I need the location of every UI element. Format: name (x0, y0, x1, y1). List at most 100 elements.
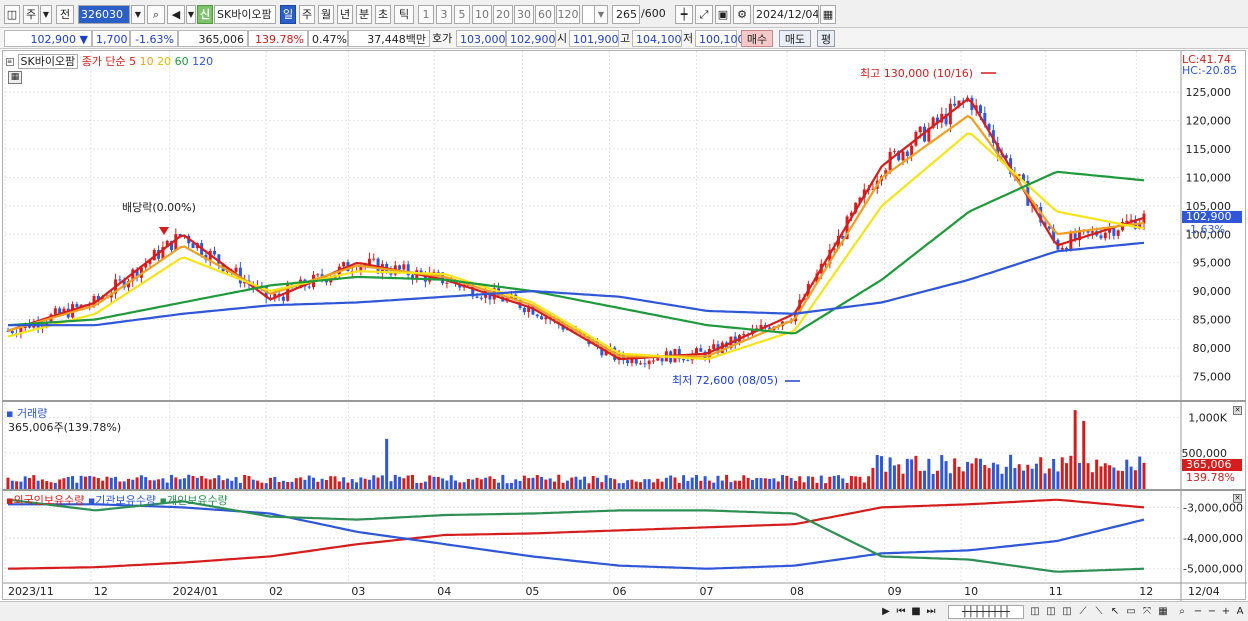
candle-body (639, 363, 643, 365)
layout-1-icon[interactable]: ◫ (1030, 606, 1040, 617)
holdings-panel-close-icon[interactable]: ✕ (1233, 494, 1242, 503)
volume-bar (109, 477, 113, 489)
grid-icon[interactable]: ▦ (1158, 606, 1168, 617)
interval-60[interactable]: 60 (535, 5, 555, 24)
volume-bar (1052, 458, 1056, 489)
interval-5[interactable]: 5 (454, 5, 470, 24)
stock-code-dropdown-icon[interactable]: ▼ (131, 5, 145, 24)
high-annotation: 최고 130,000 (10/16) (860, 67, 974, 80)
interval-20[interactable]: 20 (493, 5, 513, 24)
forward-icon[interactable]: ⏭ (926, 606, 936, 617)
speaker-icon[interactable]: ◀ (167, 5, 185, 24)
fit-icon[interactable]: ⤧ (1143, 606, 1151, 617)
candle-body (213, 250, 217, 255)
volume-bar (966, 461, 970, 489)
zoom-in-icon[interactable]: + (1221, 606, 1231, 617)
volume-bar (376, 477, 380, 489)
count-total-label: /600 (641, 7, 666, 20)
cursor-icon[interactable]: ↖ (1110, 606, 1120, 617)
volume-bar (1112, 467, 1116, 489)
period-second[interactable]: 초 (375, 5, 391, 24)
zoom-icon[interactable]: ⌕ (1179, 606, 1185, 617)
interval-30[interactable]: 30 (514, 5, 534, 24)
volume-bar (789, 478, 793, 489)
volume-panel-close-icon[interactable]: ✕ (1233, 406, 1242, 415)
volume-bar (148, 480, 152, 489)
interval-1[interactable]: 1 (418, 5, 434, 24)
period-week[interactable]: 주 (299, 5, 315, 24)
legend-institution: 기관보유수량 (95, 494, 157, 507)
volume-bar (131, 479, 135, 489)
market-dropdown-icon[interactable]: ▼ (40, 5, 52, 24)
layout-2-icon[interactable]: ◫ (1046, 606, 1056, 617)
draw-line-icon[interactable]: ⟋ (1079, 606, 1087, 617)
volume-bar (690, 477, 694, 489)
period-month[interactable]: 월 (318, 5, 334, 24)
scroll-slider[interactable]: ┼┼┼┼┼┼┼┼ (948, 605, 1024, 619)
play-icon[interactable]: ▶ (882, 606, 890, 617)
table-view-icon[interactable]: ▦ (8, 71, 22, 84)
volume-bar (849, 475, 853, 489)
price-volume-divider[interactable] (2, 400, 1246, 402)
count-input[interactable]: 265 (612, 5, 640, 24)
candle-body (871, 188, 875, 190)
volume-current-tag: 365,006 (1182, 459, 1242, 471)
save-icon[interactable]: ▣ (715, 5, 731, 24)
ma-line-5 (7, 97, 1145, 361)
buy-button[interactable]: 매수 (741, 30, 773, 47)
window-menu-icon[interactable]: ◫ (4, 5, 20, 24)
chart-canvas[interactable]: 2023/11 12 2024/01 02 03 04 05 06 07 08 09 10 11 12 75… (3, 51, 1247, 601)
sell-button[interactable]: 매도 (779, 30, 811, 47)
speaker-dropdown-icon[interactable]: ▼ (186, 5, 196, 24)
volume-bar (548, 478, 552, 489)
price-legend: ≡ SK바이오팜 종가 단순 5 10 20 60 120 (6, 53, 213, 69)
market-type-select[interactable]: 주 (23, 5, 39, 24)
period-minute[interactable]: 분 (356, 5, 372, 24)
candle-body (419, 270, 423, 274)
volume-bar (935, 470, 939, 489)
interval-3[interactable]: 3 (436, 5, 452, 24)
stop-icon[interactable]: ■ (911, 606, 921, 617)
volume-holdings-divider[interactable] (2, 489, 1246, 491)
stock-code-input[interactable]: 326030 (78, 5, 130, 24)
candle-body (402, 264, 406, 270)
period-day[interactable]: 일 (280, 5, 296, 24)
chart-area[interactable]: 2023/11 12 2024/01 02 03 04 05 06 07 08 09 10 11 12 75… (2, 50, 1247, 601)
prev-button[interactable]: 전 (56, 5, 74, 24)
font-icon[interactable]: A (1236, 606, 1244, 617)
volume-bar (264, 483, 268, 489)
interval-dropdown-icon[interactable]: ▼ (594, 5, 608, 24)
volume-bar (1099, 466, 1103, 489)
stock-name-field[interactable]: SK바이오팜 (214, 5, 276, 24)
candle-body (983, 113, 987, 125)
volume-bar (484, 477, 488, 489)
gear-icon[interactable]: ⚙ (733, 5, 751, 24)
calendar-icon[interactable]: ▦ (820, 5, 836, 24)
average-button[interactable]: 평 (817, 30, 835, 47)
volume-bar (432, 476, 436, 489)
date-input[interactable]: 2024/12/04 (753, 5, 819, 24)
layout-3-icon[interactable]: ◫ (1062, 606, 1072, 617)
candle-settings-icon[interactable]: ┿ (675, 5, 693, 24)
zoom-out-icon[interactable]: − (1193, 606, 1203, 617)
candle-body (677, 348, 681, 360)
volume-bar (492, 478, 496, 489)
period-year[interactable]: 년 (337, 5, 353, 24)
volume-bar (260, 482, 264, 489)
volume-bar (1103, 463, 1107, 489)
interval-10[interactable]: 10 (472, 5, 492, 24)
current-price: 102,900 ▼ (4, 30, 92, 47)
search-icon[interactable]: ⌕ (147, 5, 165, 24)
volume-bar (802, 482, 806, 489)
volume-bar (333, 476, 337, 489)
rewind-icon[interactable]: ⏮ (896, 606, 906, 617)
draw-tool-icon[interactable]: ⟍ (1095, 606, 1103, 617)
candle-body (682, 359, 686, 361)
interval-120[interactable]: 120 (556, 5, 580, 24)
candle-body (406, 264, 410, 276)
zoom-reset-icon[interactable]: − (1207, 606, 1217, 617)
select-icon[interactable]: ▭ (1126, 606, 1136, 617)
panel-toggle-icon[interactable]: ≡ (6, 58, 14, 66)
period-tick[interactable]: 틱 (394, 5, 414, 24)
crosshair-icon[interactable]: ⤢ (695, 5, 713, 24)
